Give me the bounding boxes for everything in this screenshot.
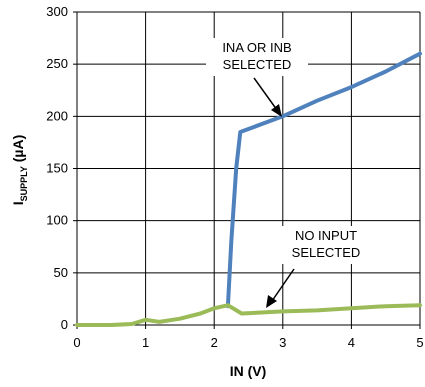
annotation-arrow	[271, 268, 295, 302]
annotations: INA OR INB SELECTED NO INPUT SELECTED	[206, 38, 370, 308]
annotation-text: INA OR INB	[222, 40, 291, 55]
y-axis-label-unit: (µA)	[10, 135, 26, 166]
y-axis-ticks: 0 50 100 150 200 250 300	[46, 4, 77, 332]
y-axis-label-main: I	[10, 201, 26, 205]
y-tick-label: 50	[54, 265, 68, 280]
y-tick-label: 150	[46, 161, 68, 176]
x-tick-label: 0	[73, 335, 80, 350]
annotation-text: SELECTED	[223, 57, 292, 72]
annotation-arrowhead	[271, 104, 282, 117]
series-no-input-selected	[75, 303, 422, 327]
y-tick-label: 200	[46, 108, 68, 123]
annotation-background	[282, 226, 370, 264]
x-axis-ticks: 0 1 2 3 4 5	[73, 325, 424, 350]
y-tick-label: 300	[46, 4, 68, 19]
y-tick-label: 100	[46, 213, 68, 228]
x-tick-label: 5	[416, 335, 423, 350]
x-axis-label: IN (V)	[230, 363, 267, 379]
annotation-text: NO INPUT	[295, 228, 357, 243]
annotation-text: SELECTED	[292, 245, 361, 260]
y-axis-label-sub: SUPPLY	[19, 166, 29, 201]
x-tick-label: 1	[142, 335, 149, 350]
annotation-arrowhead	[266, 295, 277, 308]
series-lines	[75, 51, 422, 327]
y-axis-label: ISUPPLY (µA)	[10, 135, 29, 205]
x-tick-label: 3	[279, 335, 286, 350]
y-tick-label: 0	[61, 317, 68, 332]
y-tick-label: 250	[46, 56, 68, 71]
x-tick-label: 2	[211, 335, 218, 350]
annotation-arrow	[253, 77, 278, 111]
x-tick-label: 4	[348, 335, 355, 350]
annotation-background	[206, 38, 308, 76]
series-ina-or-inb-selected	[225, 51, 422, 309]
